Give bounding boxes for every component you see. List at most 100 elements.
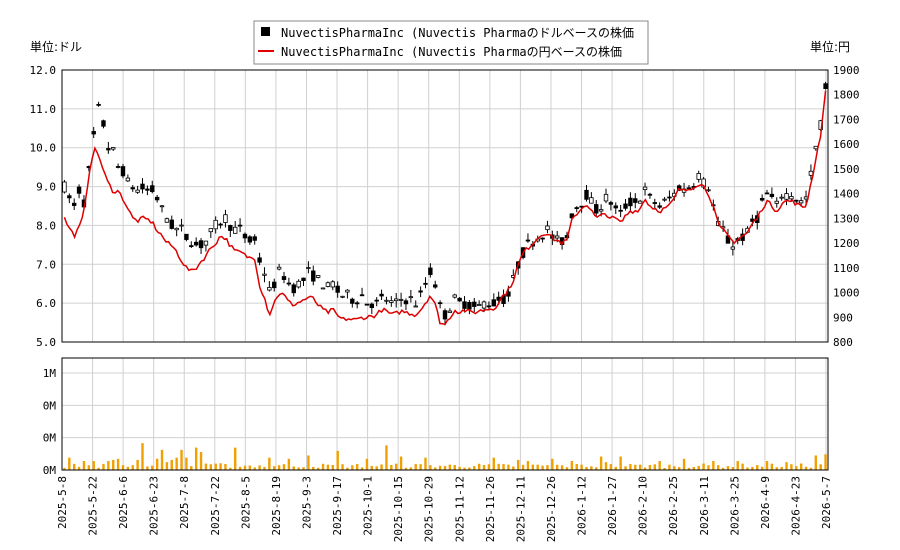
candle-body xyxy=(325,282,331,287)
volume-bar xyxy=(448,464,452,470)
candle-body xyxy=(364,303,370,306)
candle-body xyxy=(369,303,375,308)
volume-bar xyxy=(697,465,700,470)
candle-body xyxy=(555,235,560,239)
candle-body xyxy=(311,270,316,282)
dollar-price-candles xyxy=(62,81,828,326)
volume-bar xyxy=(736,461,739,470)
candle-body xyxy=(633,198,638,203)
volume-bar xyxy=(756,465,759,470)
candle-body xyxy=(233,226,238,234)
volume-bar xyxy=(570,461,574,470)
candle-body xyxy=(452,294,457,298)
volume-bar xyxy=(536,464,539,470)
candle-body xyxy=(667,196,672,199)
candle-body xyxy=(784,193,789,200)
price-tick-label: 9.0 xyxy=(36,181,56,194)
candle-body xyxy=(354,302,360,305)
volume-bar xyxy=(614,467,617,470)
x-tick-label: 2025-12-26 xyxy=(545,476,558,542)
candle-body xyxy=(525,239,531,242)
candle-body xyxy=(198,240,204,249)
candle-body xyxy=(135,189,140,193)
candle-body xyxy=(101,120,106,127)
volume-bar xyxy=(331,465,334,470)
x-tick-label: 2026-1-27 xyxy=(606,476,619,536)
yen-tick-label: 1300 xyxy=(833,212,860,225)
volume-bar xyxy=(609,464,613,470)
candle-body xyxy=(428,267,433,275)
candle-body xyxy=(408,296,414,299)
volume-bar xyxy=(224,464,227,470)
volume-axis-ticks: 0M 0M 0M 1M xyxy=(43,367,57,477)
volume-bar xyxy=(653,464,656,470)
candle-body xyxy=(584,189,589,200)
volume-bar xyxy=(204,463,208,470)
yen-tick-label: 1400 xyxy=(833,188,860,201)
volume-bar xyxy=(658,461,661,470)
volume-plot-frame xyxy=(61,357,829,471)
candle-body xyxy=(789,196,794,200)
volume-bar xyxy=(473,466,476,470)
candle-body xyxy=(125,177,131,182)
candle-body xyxy=(374,299,379,302)
volume-bar xyxy=(516,459,520,470)
volume-bar xyxy=(287,458,291,470)
candle-body xyxy=(476,304,482,306)
volume-bar xyxy=(819,464,822,470)
price-tick-label: 12.0 xyxy=(30,64,57,77)
candle-body xyxy=(618,209,623,212)
volume-bar xyxy=(482,464,486,470)
volume-bar xyxy=(780,466,783,470)
volume-bar xyxy=(180,449,183,470)
volume-bar xyxy=(619,456,622,470)
candle-body xyxy=(179,224,184,227)
volume-bar xyxy=(663,467,666,470)
volume-bar xyxy=(458,466,461,470)
yen-tick-label: 1000 xyxy=(833,287,860,300)
x-tick-label: 2026-2-10 xyxy=(637,476,650,536)
candle-body xyxy=(759,197,765,201)
candle-body xyxy=(272,281,277,289)
volume-bar xyxy=(726,466,730,470)
volume-bar xyxy=(253,467,256,470)
volume-bar xyxy=(770,463,774,470)
volume-bar xyxy=(751,466,754,470)
x-tick-label: 2026-5-7 xyxy=(820,476,833,529)
candle-body xyxy=(281,276,287,280)
candle-body xyxy=(652,202,657,204)
candle-body xyxy=(384,299,389,302)
volume-bar xyxy=(375,466,378,470)
volume-bar xyxy=(804,466,808,470)
candle-body xyxy=(320,287,326,290)
volume-bar xyxy=(316,467,320,470)
volume-bar xyxy=(87,465,91,470)
volume-bar xyxy=(307,455,310,470)
volume-bar xyxy=(565,467,569,470)
candle-body xyxy=(403,300,409,305)
candle-body xyxy=(359,294,365,297)
candle-body xyxy=(594,204,599,214)
candle-body xyxy=(159,205,165,208)
volume-bar xyxy=(395,463,398,470)
yen-tick-label: 1700 xyxy=(833,113,860,126)
price-tick-label: 11.0 xyxy=(30,103,57,116)
volume-bar xyxy=(824,454,827,470)
candle-body xyxy=(267,287,272,291)
candle-body xyxy=(779,196,784,199)
candle-body xyxy=(491,299,496,307)
price-axis-ticks: 5.0 6.0 7.0 8.0 9.0 10.0 11.0 12.0 xyxy=(30,64,57,349)
volume-bar xyxy=(599,456,603,470)
candle-body xyxy=(647,193,653,196)
volume-bar xyxy=(385,445,388,470)
candle-body xyxy=(140,183,145,190)
legend-dollar-marker xyxy=(261,27,270,36)
volume-bar xyxy=(185,457,188,470)
candle-body xyxy=(462,301,467,309)
candle-body xyxy=(808,170,814,176)
volume-bar xyxy=(72,463,76,470)
candle-body xyxy=(96,103,101,106)
volume-bar xyxy=(170,459,173,470)
plot-frames xyxy=(61,69,829,471)
volume-bar xyxy=(682,458,686,470)
